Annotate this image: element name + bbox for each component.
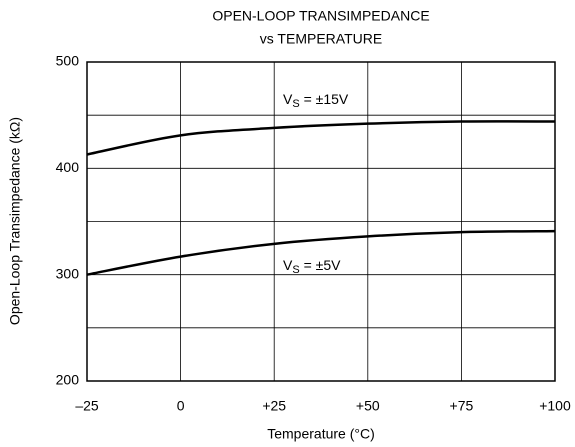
series-line	[86, 120, 556, 156]
plot-frame	[86, 61, 556, 382]
y-tick-label: 500	[56, 53, 80, 69]
label-sub: S	[292, 98, 299, 110]
label-main: V	[283, 91, 293, 107]
x-tick-label: +100	[539, 398, 571, 414]
label-rest: = ±15V	[300, 91, 349, 107]
x-tick-label: 0	[177, 398, 185, 414]
label-sub: S	[292, 264, 299, 276]
x-tick-label: +75	[450, 398, 474, 414]
chart-title: OPEN-LOOP TRANSIMPEDANCE	[212, 8, 429, 24]
label-main: V	[283, 257, 293, 273]
chart-title: vs TEMPERATURE	[260, 31, 382, 47]
y-tick-label: 300	[56, 265, 80, 281]
y-axis-label: Open-Loop Transimpedance (kΩ)	[7, 117, 23, 325]
series-label: VS = ±5V	[283, 257, 341, 276]
series-line	[86, 229, 556, 276]
x-tick-label: +50	[356, 398, 380, 414]
series-label: VS = ±15V	[283, 91, 349, 110]
y-tick-label: 200	[56, 372, 80, 388]
x-tick-label: –25	[75, 398, 99, 414]
y-tick-label: 400	[56, 159, 80, 175]
x-tick-label: +25	[262, 398, 286, 414]
x-axis-label: Temperature (°C)	[267, 426, 375, 442]
label-rest: = ±5V	[300, 257, 341, 273]
